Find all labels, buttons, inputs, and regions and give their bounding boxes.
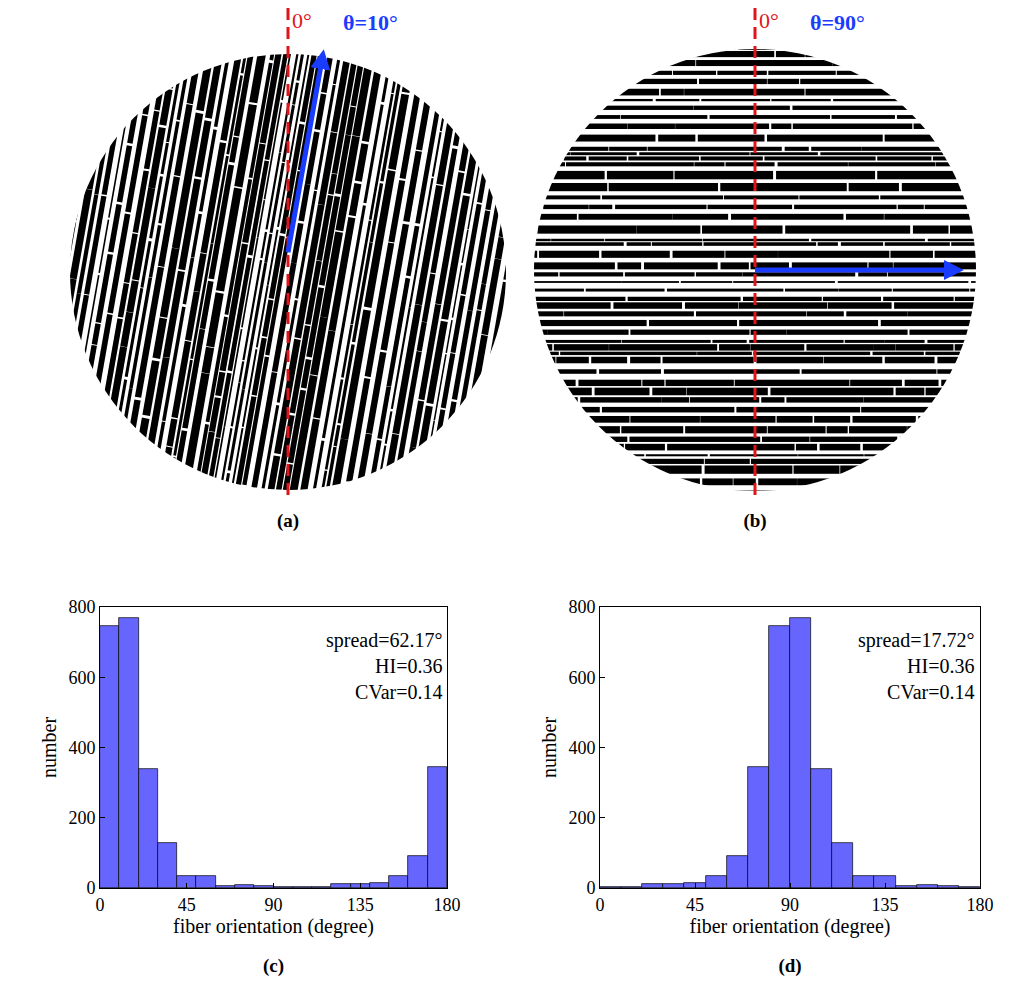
svg-text:number: number	[38, 717, 60, 778]
svg-text:200: 200	[568, 808, 595, 828]
html-text:(d): (d)	[778, 955, 802, 976]
svg-text:0: 0	[86, 878, 95, 898]
svg-text:0°: 0°	[292, 8, 312, 33]
svg-text:200: 200	[68, 808, 95, 828]
svg-text:400: 400	[68, 738, 95, 758]
svg-text:600: 600	[568, 668, 595, 688]
svg-text:135: 135	[872, 895, 899, 915]
svg-text:180: 180	[434, 895, 461, 915]
svg-text:θ=10°: θ=10°	[343, 10, 398, 35]
svg-text:fiber orientation (degree): fiber orientation (degree)	[689, 915, 890, 938]
svg-text:0°: 0°	[759, 8, 779, 33]
svg-text:45: 45	[178, 895, 196, 915]
svg-text:180: 180	[967, 895, 994, 915]
svg-text:0: 0	[96, 895, 105, 915]
svg-text:0: 0	[586, 878, 595, 898]
svg-text:800: 800	[568, 597, 595, 617]
svg-text:0: 0	[596, 895, 605, 915]
svg-text:90: 90	[781, 895, 799, 915]
svg-text:90: 90	[265, 895, 283, 915]
svg-text:number: number	[538, 717, 560, 778]
svg-text:600: 600	[68, 668, 95, 688]
html-text:(a): (a)	[276, 510, 300, 531]
svg-text:400: 400	[568, 738, 595, 758]
svg-text:spread=17.72°HI=0.36CVar=0.14: spread=17.72°HI=0.36CVar=0.14	[858, 629, 974, 703]
html-text:(b): (b)	[743, 510, 767, 531]
svg-text:135: 135	[347, 895, 374, 915]
svg-text:fiber orientation (degree): fiber orientation (degree)	[173, 915, 374, 938]
html-text:(c): (c)	[263, 955, 284, 976]
svg-text:800: 800	[68, 597, 95, 617]
svg-text:45: 45	[686, 895, 704, 915]
svg-text:θ=90°: θ=90°	[810, 10, 865, 35]
svg-text:spread=62.17°HI=0.36CVar=0.14: spread=62.17°HI=0.36CVar=0.14	[326, 629, 442, 703]
